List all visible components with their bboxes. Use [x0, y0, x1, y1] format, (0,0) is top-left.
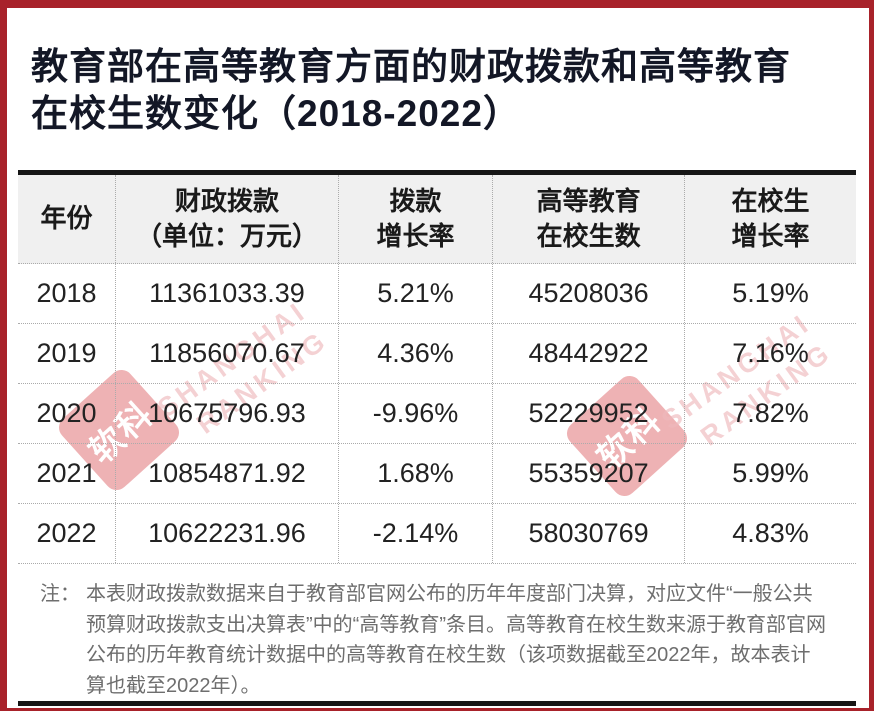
- column-header-appropriation: 财政拨款 （单位：万元）: [116, 174, 339, 263]
- enrollment-growth-cell: 7.82%: [732, 397, 809, 428]
- table-row: 2018 11361033.39 5.21% 45208036 5.19%: [18, 263, 856, 324]
- footnote: 注： 本表财政拨款数据来自于教育部官网公布的历年年度部门决算，对应文件“一般公共…: [18, 564, 856, 701]
- appropriation-growth-cell: 1.68%: [339, 443, 494, 503]
- column-header-year: 年份: [18, 174, 117, 263]
- column-header-enrollment-growth: 在校生 增长率: [731, 185, 810, 251]
- year-cell: 2021: [18, 443, 117, 503]
- table-row: 2019 11856070.67 4.36% 48442922 7.16%: [18, 323, 856, 384]
- column-header-appropriation-growth: 拨款 增长率: [339, 174, 494, 263]
- page-title-line1: 教育部在高等教育方面的财政拨款和高等教育: [31, 46, 791, 87]
- table-row: 2021 10854871.92 1.68% 55359207 5.99%: [18, 443, 856, 504]
- year-cell: 2022: [18, 503, 117, 563]
- appropriation-cell: 10854871.92: [116, 443, 339, 503]
- enrollment-growth-cell: 4.83%: [732, 517, 809, 548]
- enrollment-growth-cell: 5.19%: [732, 277, 809, 308]
- column-header-enrollment: 高等教育 在校生数: [493, 174, 686, 263]
- enrollment-cell: 55359207: [493, 443, 686, 503]
- appropriation-cell: 10675796.93: [116, 383, 339, 443]
- table-row: 2022 10622231.96 -2.14% 58030769 4.83%: [18, 503, 856, 564]
- year-cell: 2019: [18, 323, 117, 383]
- footnote-text: 本表财政拨款数据来自于教育部官网公布的历年年度部门决算，对应文件“一般公共预算财…: [86, 582, 826, 697]
- appropriation-growth-cell: -9.96%: [339, 383, 494, 443]
- footnote-label: 注：: [40, 582, 80, 605]
- appropriation-growth-cell: 4.36%: [339, 323, 494, 383]
- appropriation-growth-cell: -2.14%: [339, 503, 494, 563]
- data-table: 年份 财政拨款 （单位：万元） 拨款 增长率 高等教育 在校生数 在校生 增长率…: [18, 169, 856, 707]
- enrollment-cell: 52229952: [493, 383, 686, 443]
- year-cell: 2018: [18, 263, 117, 323]
- table-row: 2020 10675796.93 -9.96% 52229952 7.82%: [18, 383, 856, 444]
- appropriation-cell: 11856070.67: [116, 323, 339, 383]
- enrollment-cell: 58030769: [493, 503, 686, 563]
- enrollment-growth-cell: 5.99%: [732, 457, 809, 488]
- enrollment-cell: 48442922: [493, 323, 686, 383]
- enrollment-cell: 45208036: [493, 263, 686, 323]
- appropriation-cell: 10622231.96: [116, 503, 339, 563]
- table-header-row: 年份 财政拨款 （单位：万元） 拨款 增长率 高等教育 在校生数 在校生 增长率: [18, 174, 856, 264]
- page-title-line2: 在校生数变化（2018-2022）: [31, 92, 521, 134]
- appropriation-growth-cell: 5.21%: [339, 263, 494, 323]
- appropriation-cell: 11361033.39: [116, 263, 339, 323]
- enrollment-growth-cell: 7.16%: [732, 337, 809, 368]
- page-title: 教育部在高等教育方面的财政拨款和高等教育 在校生数变化（2018-2022）: [31, 44, 843, 138]
- year-cell: 2020: [18, 383, 117, 443]
